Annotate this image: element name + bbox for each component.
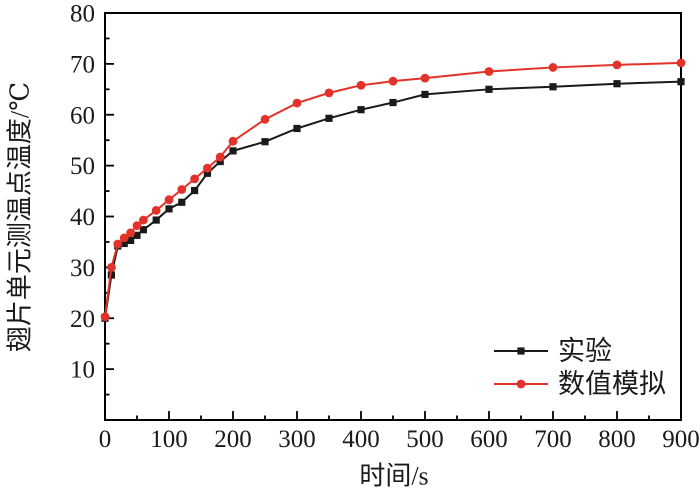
x-tick-label: 700 [534, 426, 572, 453]
y-tick-label: 40 [70, 204, 95, 231]
x-tick-label: 800 [598, 426, 636, 453]
x-tick-label: 100 [150, 426, 188, 453]
x-tick-label: 200 [214, 426, 252, 453]
y-axis-title: 翅片单元测温点温度/℃ [6, 82, 35, 352]
y-tick-label: 50 [70, 153, 95, 180]
plot-frame [104, 12, 682, 421]
x-tick-label: 300 [278, 426, 316, 453]
legend-item: 数值模拟 [494, 369, 666, 399]
y-tick-label: 60 [70, 102, 95, 129]
x-tick-label: 500 [406, 426, 444, 453]
y-tick-label: 10 [70, 357, 95, 384]
series-experiment [101, 78, 685, 322]
series-line [104, 80, 682, 319]
series-simulation [100, 58, 686, 322]
y-tick-labels: 10 20 30 40 50 60 70 80 [70, 1, 95, 384]
y-tick-label: 30 [70, 255, 95, 282]
y-tick-label: 80 [70, 1, 95, 28]
legend-label: 数值模拟 [558, 369, 666, 399]
legend-label: 实验 [558, 336, 612, 366]
x-tick-label: 900 [662, 426, 700, 453]
x-tick-labels: 0 100 200 300 400 500 600 700 800 900 [99, 426, 700, 453]
x-tick-label: 600 [470, 426, 508, 453]
x-tick-label: 400 [342, 426, 380, 453]
y-tick-label: 20 [70, 306, 95, 333]
legend-item: 实验 [494, 336, 612, 366]
y-tick-label: 70 [70, 51, 95, 78]
x-tick-label: 0 [99, 426, 112, 453]
x-axis-title: 时间/s [359, 462, 428, 491]
